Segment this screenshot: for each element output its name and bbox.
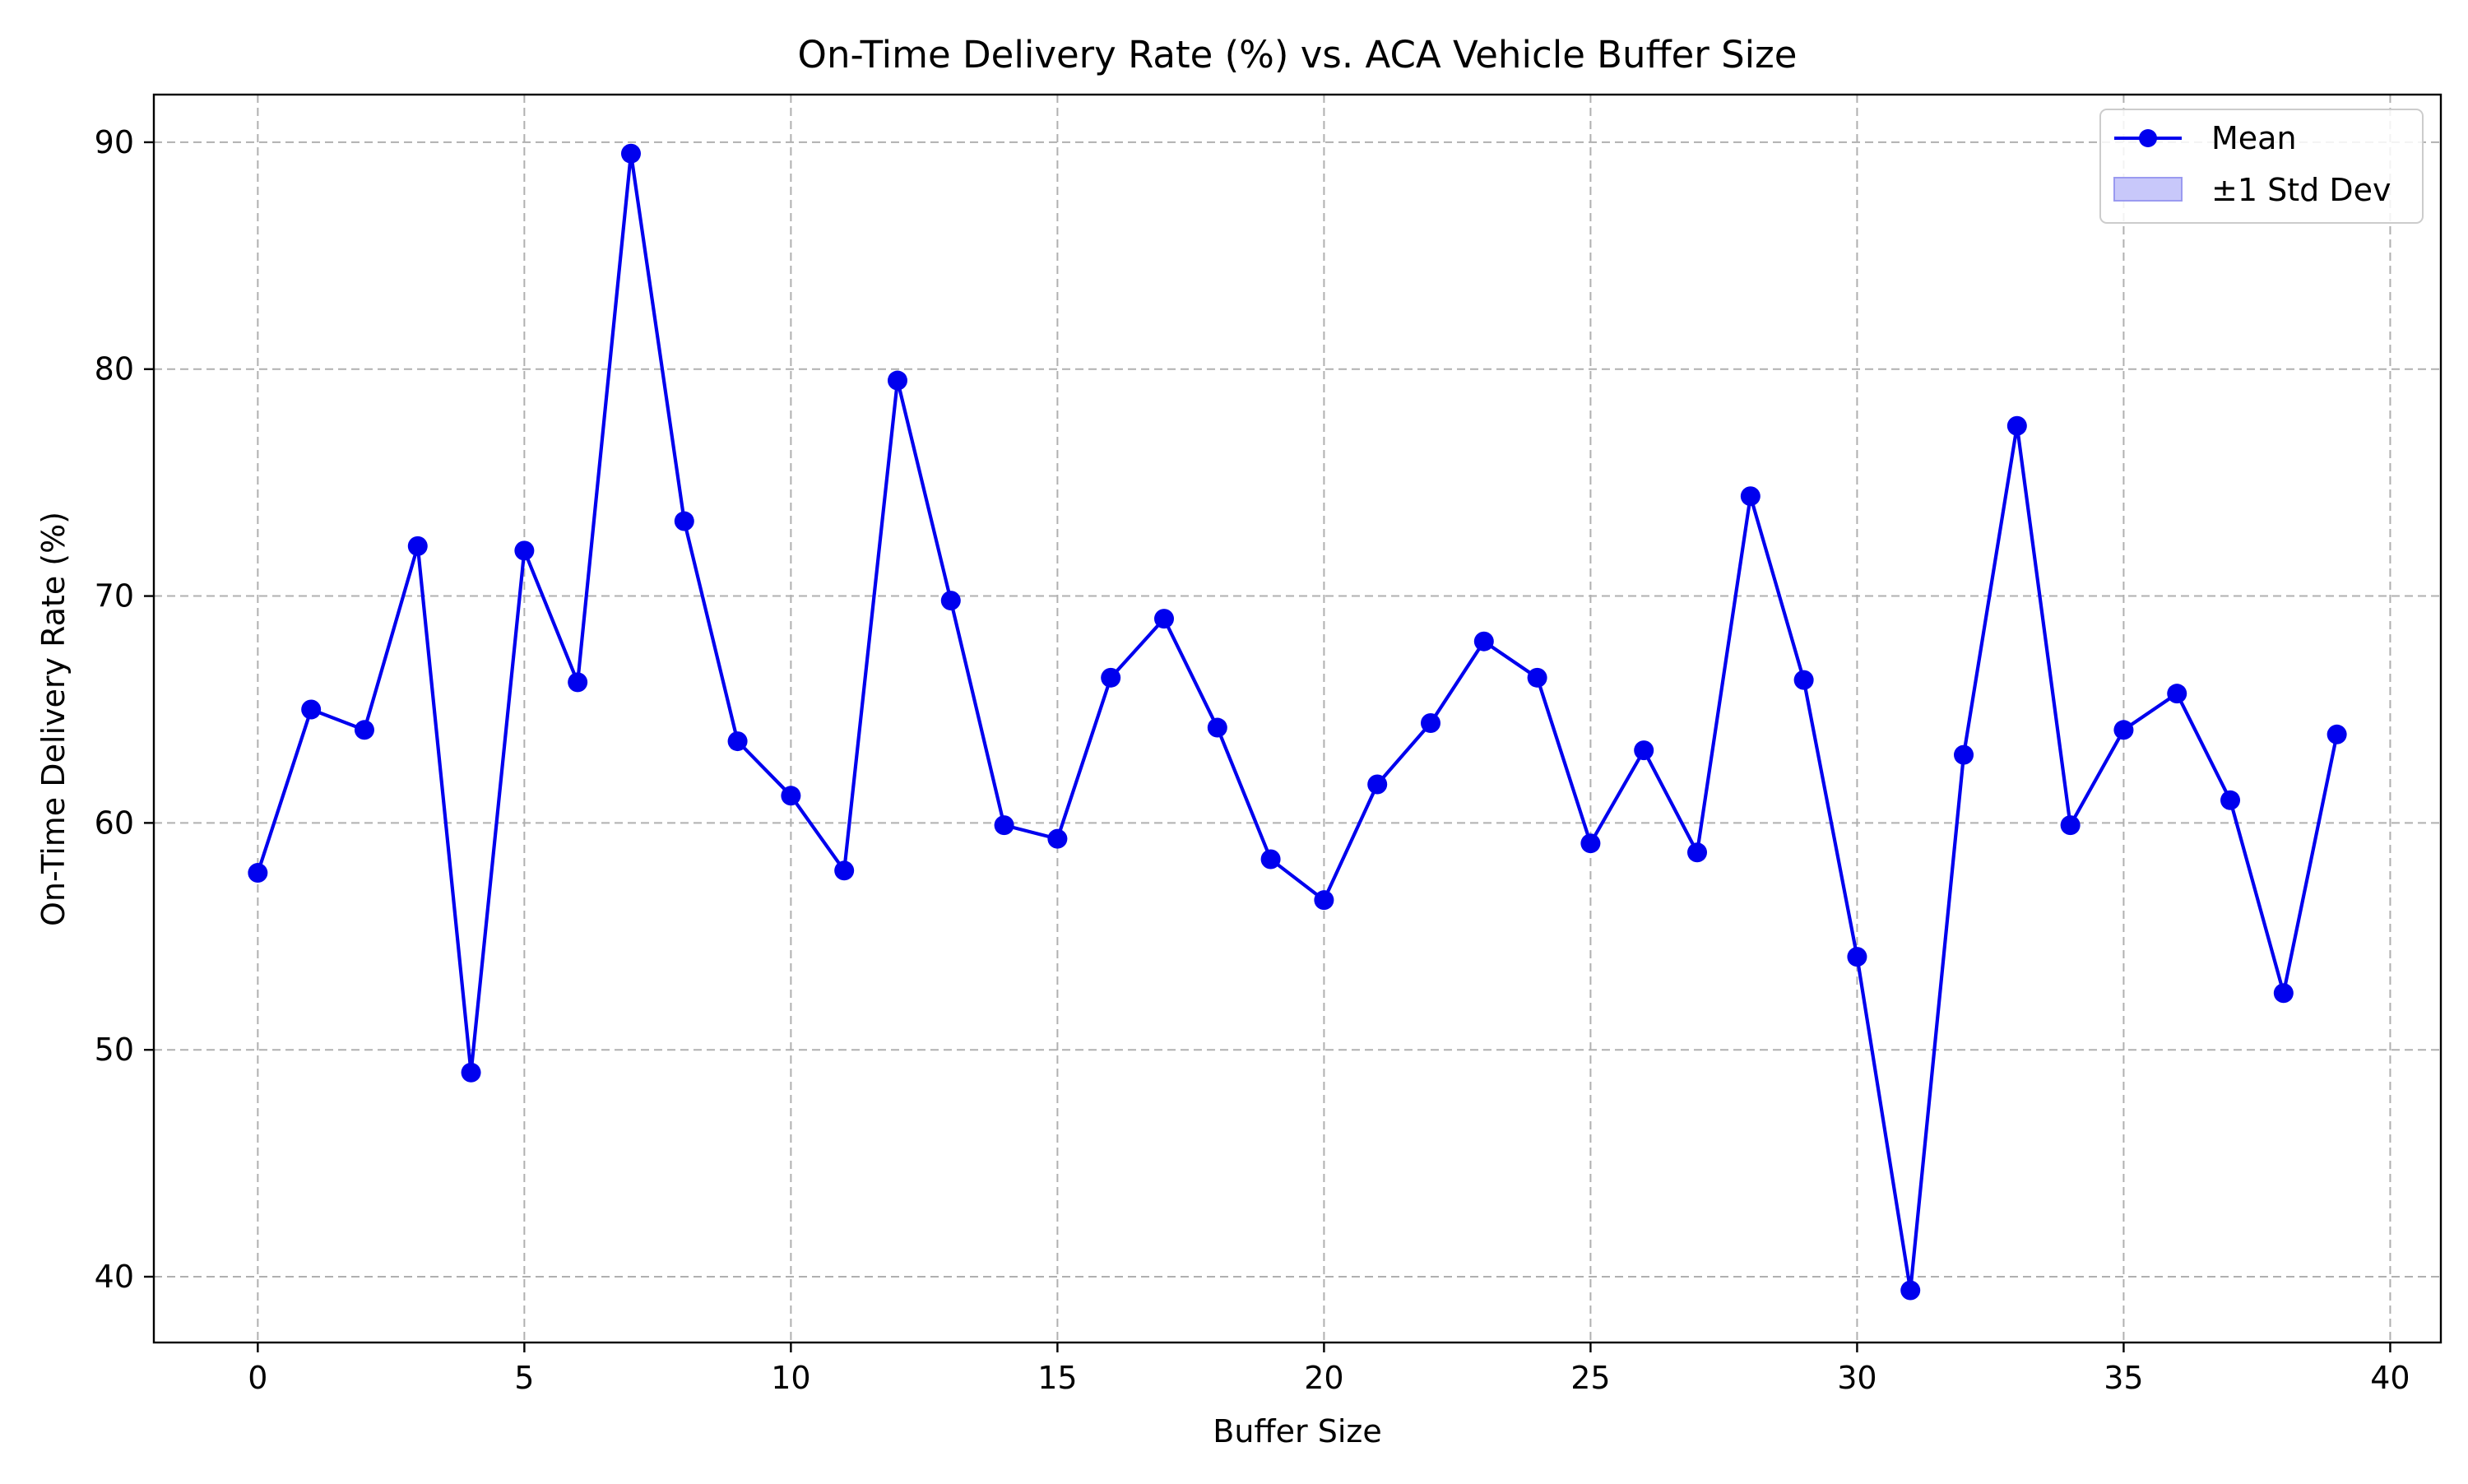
- legend-mean-marker-swatch: [2139, 129, 2157, 147]
- data-point: [1634, 740, 1654, 761]
- data-point: [1793, 670, 1814, 690]
- legend-std-dev-swatch: [2113, 177, 2183, 202]
- data-points: [248, 143, 2347, 1301]
- x-tick-label: 25: [1570, 1360, 1610, 1396]
- y-tick-label: 60: [95, 805, 134, 841]
- data-point: [568, 672, 588, 693]
- legend-item-std-dev: ±1 Std Dev: [2211, 172, 2391, 208]
- data-point: [781, 786, 801, 806]
- x-axis-ticks: 0 5 10 15 20 25 30 35 40: [248, 1343, 2410, 1396]
- data-point: [2113, 720, 2134, 740]
- x-tick-label: 30: [1837, 1360, 1877, 1396]
- data-point: [620, 143, 641, 164]
- y-tick-label: 50: [95, 1032, 134, 1068]
- x-axis-label: Buffer Size: [1213, 1413, 1381, 1449]
- data-point: [674, 511, 694, 531]
- x-tick-label: 0: [248, 1360, 267, 1396]
- data-point: [1580, 833, 1601, 854]
- data-point: [2167, 684, 2187, 704]
- data-point: [994, 815, 1014, 836]
- data-point: [248, 863, 268, 883]
- data-point: [1527, 667, 1547, 688]
- data-point: [2060, 815, 2081, 836]
- grid-lines: [154, 95, 2441, 1343]
- data-point: [2327, 724, 2347, 744]
- data-point: [1900, 1280, 1921, 1301]
- data-point: [1047, 828, 1068, 849]
- x-tick-label: 5: [514, 1360, 534, 1396]
- data-point: [1154, 609, 1174, 629]
- data-point: [1687, 842, 1708, 863]
- data-point: [727, 731, 748, 752]
- x-tick-label: 10: [771, 1360, 810, 1396]
- y-tick-label: 80: [95, 351, 134, 387]
- data-point: [2273, 983, 2294, 1004]
- series-line-mean: [256, 151, 2339, 1292]
- data-point: [461, 1062, 481, 1083]
- data-point: [940, 591, 961, 611]
- data-point: [887, 370, 907, 391]
- y-axis-label: On-Time Delivery Rate (%): [35, 512, 72, 926]
- data-point: [1421, 713, 1440, 734]
- data-point: [1207, 717, 1227, 738]
- data-point: [2220, 790, 2241, 810]
- y-axis-ticks: 40 50 60 70 80 90: [95, 124, 154, 1295]
- x-tick-label: 20: [1304, 1360, 1343, 1396]
- data-point: [1314, 890, 1334, 911]
- data-point: [834, 860, 855, 881]
- y-tick-label: 70: [95, 578, 134, 614]
- y-tick-label: 90: [95, 124, 134, 160]
- x-tick-label: 40: [2370, 1360, 2410, 1396]
- data-point: [1260, 849, 1281, 870]
- y-tick-label: 40: [95, 1259, 134, 1295]
- legend-item-mean: Mean: [2211, 120, 2297, 156]
- x-tick-label: 35: [2104, 1360, 2143, 1396]
- legend: Mean ±1 Std Dev: [2099, 109, 2424, 224]
- chart-title: On-Time Delivery Rate (%) vs. ACA Vehicl…: [798, 33, 1798, 77]
- data-point: [354, 720, 374, 740]
- data-point: [1101, 667, 1121, 688]
- data-point: [1740, 486, 1761, 507]
- series-line-layer: [256, 151, 2339, 1292]
- data-point: [1367, 774, 1388, 795]
- data-point: [2006, 415, 2027, 436]
- data-point: [1847, 947, 1867, 967]
- data-point: [407, 536, 428, 556]
- data-point: [301, 699, 322, 720]
- data-point: [514, 540, 535, 561]
- axes-frame: [152, 93, 2442, 1344]
- data-point: [1473, 631, 1494, 652]
- data-point: [1954, 744, 1974, 765]
- x-tick-label: 15: [1037, 1360, 1077, 1396]
